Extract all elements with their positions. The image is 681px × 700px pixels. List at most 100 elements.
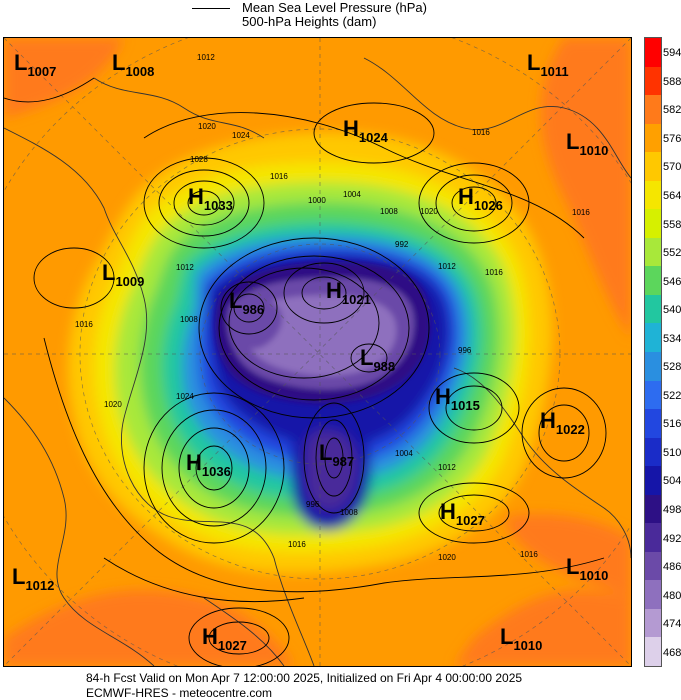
isobar-label: 1008 (340, 508, 358, 517)
colorbar-tick-label: 510 (663, 446, 681, 459)
colorbar-segment (645, 409, 661, 439)
colorbar-tick-label: 468 (663, 646, 681, 659)
isobars (4, 77, 607, 666)
colorbar-tick-label: 546 (663, 275, 681, 288)
isobar-label: 1020 (438, 553, 456, 562)
isobar-label: 992 (395, 240, 409, 249)
isobar-label: 1016 (472, 128, 490, 137)
isobar-label: 1012 (438, 463, 456, 472)
colorbar-segment (645, 209, 661, 239)
isobar-label: 1008 (180, 315, 198, 324)
forecast-valid-time: 84-h Fcst Valid on Mon Apr 7 12:00:00 20… (86, 671, 523, 685)
pressure-system: H1024 (343, 116, 388, 145)
pressure-system: H1027 (202, 624, 247, 653)
colorbar-tick-label: 480 (663, 589, 681, 602)
colorbar-tick-label: 474 (663, 618, 681, 631)
polar-vortex (215, 261, 431, 404)
isobar-label: 1012 (176, 263, 194, 272)
pressure-system: L1010 (566, 554, 609, 583)
legend-pressure-label: Mean Sea Level Pressure (hPa) (242, 0, 427, 15)
colorbar-tick-label: 498 (663, 504, 681, 516)
pressure-system: H1021 (326, 278, 371, 307)
isobar-label: 1000 (308, 196, 326, 205)
legend-height-label: 500-hPa Heights (dam) (242, 14, 377, 29)
colorbar-segment (645, 266, 661, 296)
colorbar-tick-label: 534 (663, 332, 681, 345)
isobar-label: 1004 (395, 449, 413, 458)
colorbar-segment (645, 523, 661, 553)
isobar-label: 1028 (190, 155, 208, 164)
pressure-system: L1011 (527, 50, 569, 79)
colorbar-segment (645, 466, 661, 496)
colorbar-segment (645, 494, 661, 524)
colorbar-segment (645, 180, 661, 210)
colorbar-segment (645, 323, 661, 353)
colorbar-segment (645, 237, 661, 267)
isobar-label: 1016 (75, 320, 93, 329)
colorbar-tick-label: 594 (663, 47, 681, 60)
pressure-system: H1036 (186, 450, 231, 479)
isobar-label: 996 (458, 346, 472, 355)
pressure-system: L1008 (112, 50, 155, 79)
colorbar-tick-label: 486 (663, 561, 681, 574)
colorbar-segment (645, 66, 661, 96)
isobar-label: 1016 (572, 208, 590, 217)
pressure-system: L1010 (500, 624, 543, 653)
isobar-label: 1020 (198, 122, 216, 131)
colorbar-segment (645, 352, 661, 382)
colorbar-tick-label: 540 (663, 304, 681, 317)
pressure-system: L1010 (566, 129, 609, 158)
isobar-label: 1016 (520, 550, 538, 559)
colorbar-segment (645, 608, 661, 638)
coastlines (4, 57, 631, 666)
isobar-label: 1012 (197, 53, 215, 62)
colorbar-tick-label: 552 (663, 247, 681, 260)
pressure-system: H1033 (188, 184, 233, 213)
colorbar-segment (645, 637, 661, 667)
colorbar-segment (645, 294, 661, 324)
pressure-system: L988 (360, 345, 396, 374)
isobar-label: 1008 (380, 207, 398, 216)
colorbar-tick-label: 558 (663, 218, 681, 231)
isobar-label: 1020 (104, 400, 122, 409)
isobar-label: 1016 (288, 540, 306, 549)
colorbar-tick-label: 564 (663, 190, 681, 202)
pressure-system: L987 (319, 440, 355, 469)
pressure-system: L1009 (102, 260, 145, 289)
pressure-system: H1015 (435, 384, 480, 413)
isobar-label: 1016 (485, 268, 503, 277)
isobar-label: 1024 (176, 392, 194, 401)
colorbar-segment (645, 123, 661, 153)
graticule (4, 38, 631, 666)
colorbar-segment (645, 38, 661, 68)
colorbar-tick-label: 528 (663, 361, 681, 374)
colorbar-tick-label: 576 (663, 132, 681, 145)
colorbar-tick-label: 582 (663, 104, 681, 117)
colorbar-tick-label: 504 (663, 475, 681, 488)
map-canvas (4, 38, 631, 666)
legend-header: Mean Sea Level Pressure (hPa) 500-hPa He… (0, 0, 681, 36)
colorbar-tick-label: 522 (663, 389, 681, 402)
isobar-label: 1004 (343, 190, 361, 199)
colorbar-tick-label: 516 (663, 418, 681, 431)
pressure-system: L1012 (12, 564, 55, 593)
pressure-system: L1007 (14, 50, 57, 79)
pressure-system: H1026 (458, 184, 503, 213)
colorbar-segment (645, 551, 661, 581)
colorbar-tick-label: 570 (663, 161, 681, 174)
isobar-label: 1024 (232, 131, 250, 140)
isobar-label: 996 (306, 500, 320, 509)
colorbar-segment (645, 580, 661, 610)
colorbar-tick-label: 492 (663, 532, 681, 545)
height-colorbar (644, 37, 662, 667)
colorbar-segment (645, 95, 661, 125)
forecast-map (3, 37, 632, 667)
colorbar-tick-label: 588 (663, 75, 681, 88)
pressure-system: H1027 (440, 499, 485, 528)
isobar-label: 1016 (270, 172, 288, 181)
legend-line-swatch (192, 8, 230, 9)
colorbar-segment (645, 152, 661, 182)
pressure-system: L986 (229, 288, 265, 317)
colorbar-segment (645, 437, 661, 467)
isobar-label: 1020 (420, 207, 438, 216)
